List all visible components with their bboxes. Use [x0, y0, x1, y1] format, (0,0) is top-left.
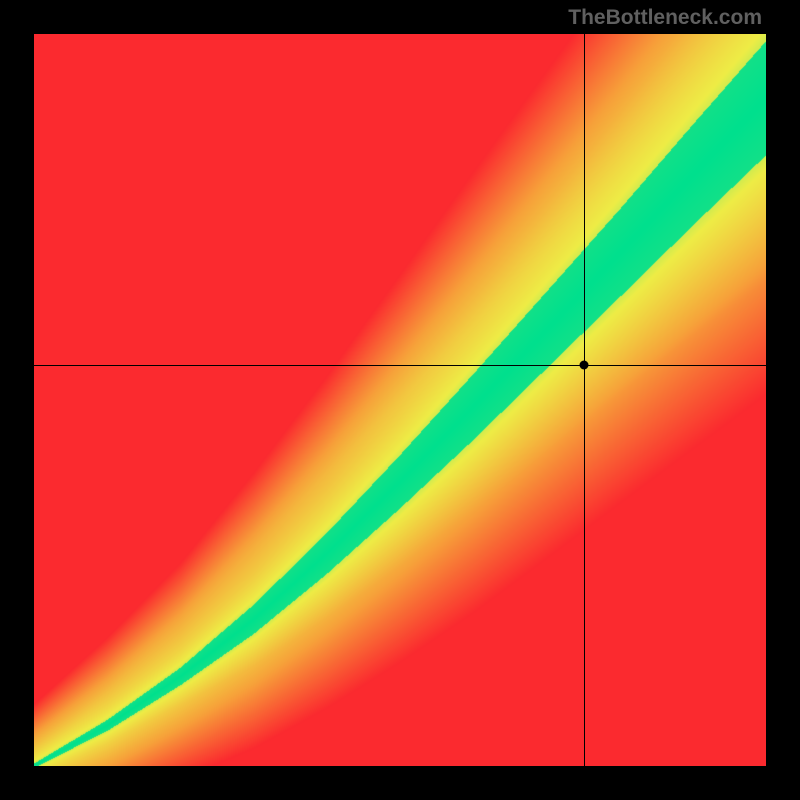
watermark-text: TheBottleneck.com	[568, 6, 762, 30]
heatmap-canvas	[34, 34, 766, 766]
crosshair-marker	[580, 361, 589, 370]
crosshair-horizontal	[34, 365, 766, 366]
crosshair-vertical	[584, 34, 585, 766]
heatmap-chart	[34, 34, 766, 766]
